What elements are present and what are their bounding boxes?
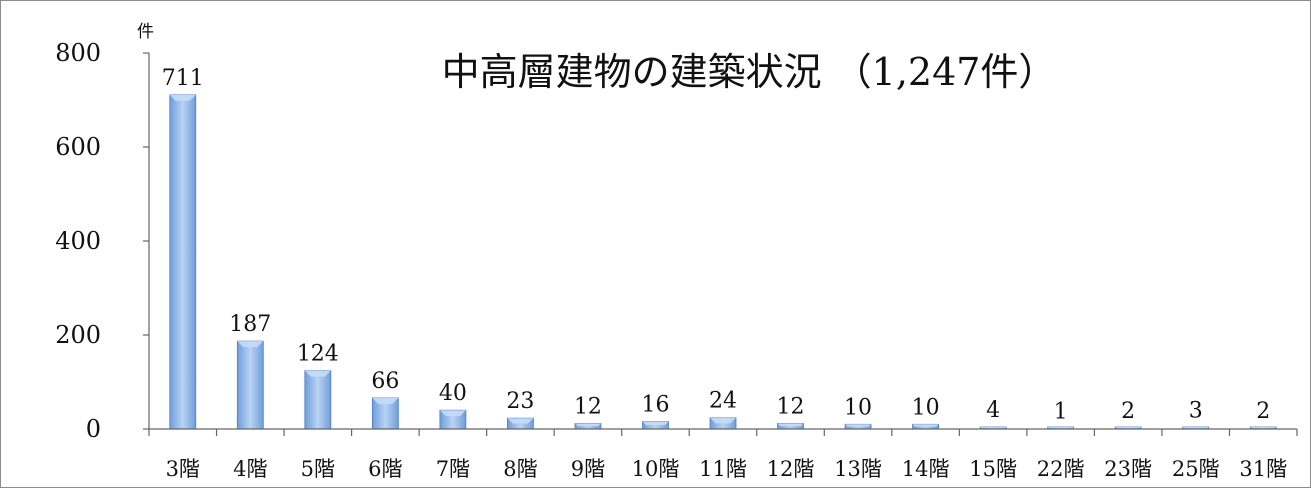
- bar-13階: [844, 423, 872, 430]
- bar-bevel: [1250, 427, 1277, 428]
- bar: [304, 370, 332, 430]
- y-axis-unit-label: 件: [137, 22, 154, 42]
- data-label: 66: [371, 369, 399, 394]
- x-tick-label: 9階: [571, 457, 605, 481]
- bar-12階: [777, 422, 804, 430]
- y-tick-label: 200: [55, 321, 101, 349]
- x-tick-label: 3階: [166, 457, 200, 481]
- bar-bevel: [574, 423, 601, 427]
- bar-22階: [1047, 426, 1075, 430]
- y-tick-label: 400: [55, 227, 101, 255]
- x-tick-label: 12階: [767, 457, 815, 481]
- data-label: 3: [1189, 399, 1203, 424]
- data-label: 24: [709, 389, 737, 414]
- bar: [169, 94, 197, 430]
- x-tick-label: 22階: [1037, 457, 1085, 481]
- bar-series: [169, 94, 1277, 430]
- bar-bevel: [845, 424, 872, 427]
- x-tick-label: 6階: [368, 457, 402, 481]
- bar-bevel: [1182, 427, 1209, 428]
- x-tick-label: 15階: [969, 457, 1017, 481]
- bar-9階: [574, 422, 602, 430]
- data-label: 23: [506, 389, 534, 414]
- data-label: 12: [574, 394, 602, 419]
- bar-10階: [642, 421, 669, 430]
- data-label: 2: [1256, 399, 1270, 424]
- data-label: 2: [1121, 399, 1135, 424]
- chart-title: 中高層建物の建築状況 （1,247件）: [442, 50, 1057, 94]
- x-tick-label: 25階: [1172, 457, 1220, 481]
- data-label: 187: [229, 312, 271, 337]
- bar-bevel: [912, 424, 939, 427]
- bar-11階: [709, 417, 737, 430]
- data-label: 10: [844, 395, 872, 420]
- x-tick-label: 14階: [902, 457, 950, 481]
- x-tick-label: 5階: [301, 457, 335, 481]
- y-tick-label: 0: [86, 415, 101, 443]
- bar-bevel: [642, 421, 669, 426]
- data-label: 124: [297, 342, 339, 367]
- data-label: 40: [439, 381, 467, 406]
- bar-bevel: [372, 397, 399, 404]
- x-tick-label: 23階: [1104, 457, 1152, 481]
- x-tick-label: 10階: [632, 457, 680, 481]
- bar-bevel: [304, 370, 331, 377]
- bar-7階: [439, 409, 467, 430]
- x-tick-label: 13階: [834, 457, 882, 481]
- data-label: 711: [162, 66, 204, 91]
- bar-bevel: [169, 94, 196, 101]
- bar-bevel: [1115, 427, 1142, 428]
- bar: [236, 340, 264, 430]
- data-label: 16: [641, 392, 669, 417]
- y-tick-label: 800: [55, 39, 101, 67]
- data-label: 1: [1054, 400, 1068, 425]
- bar-bevel: [507, 418, 534, 424]
- bar-bevel: [777, 423, 804, 427]
- x-tick-label: 4階: [233, 457, 267, 481]
- data-label: 4: [986, 398, 1000, 423]
- y-tick-label: 600: [55, 133, 101, 161]
- x-tick-label: 11階: [699, 457, 747, 481]
- bar-bevel: [237, 341, 264, 348]
- bar-bevel: [1047, 427, 1074, 428]
- bar-bevel: [980, 427, 1007, 428]
- x-axis: 3階 4階 5階 6階 7階 8階 9階 10階 11階 12階 13階 14階 15階 22階 23階 25…: [148, 428, 1298, 481]
- x-tick-label: 7階: [436, 457, 470, 481]
- x-tick-label: 8階: [503, 457, 537, 481]
- bar-5階: [304, 370, 332, 430]
- x-tick-label: 31階: [1239, 457, 1287, 481]
- bar-3階: [169, 94, 197, 430]
- bar-bevel: [439, 410, 466, 417]
- y-axis: 0 200 400 600 800: [55, 39, 150, 443]
- bar-4階: [236, 340, 264, 430]
- data-label: 10: [912, 395, 940, 420]
- bar-6階: [371, 397, 399, 430]
- bar-bevel: [710, 417, 736, 424]
- bar-14階: [912, 423, 939, 430]
- data-label: 12: [777, 394, 805, 419]
- bar-8階: [507, 417, 534, 430]
